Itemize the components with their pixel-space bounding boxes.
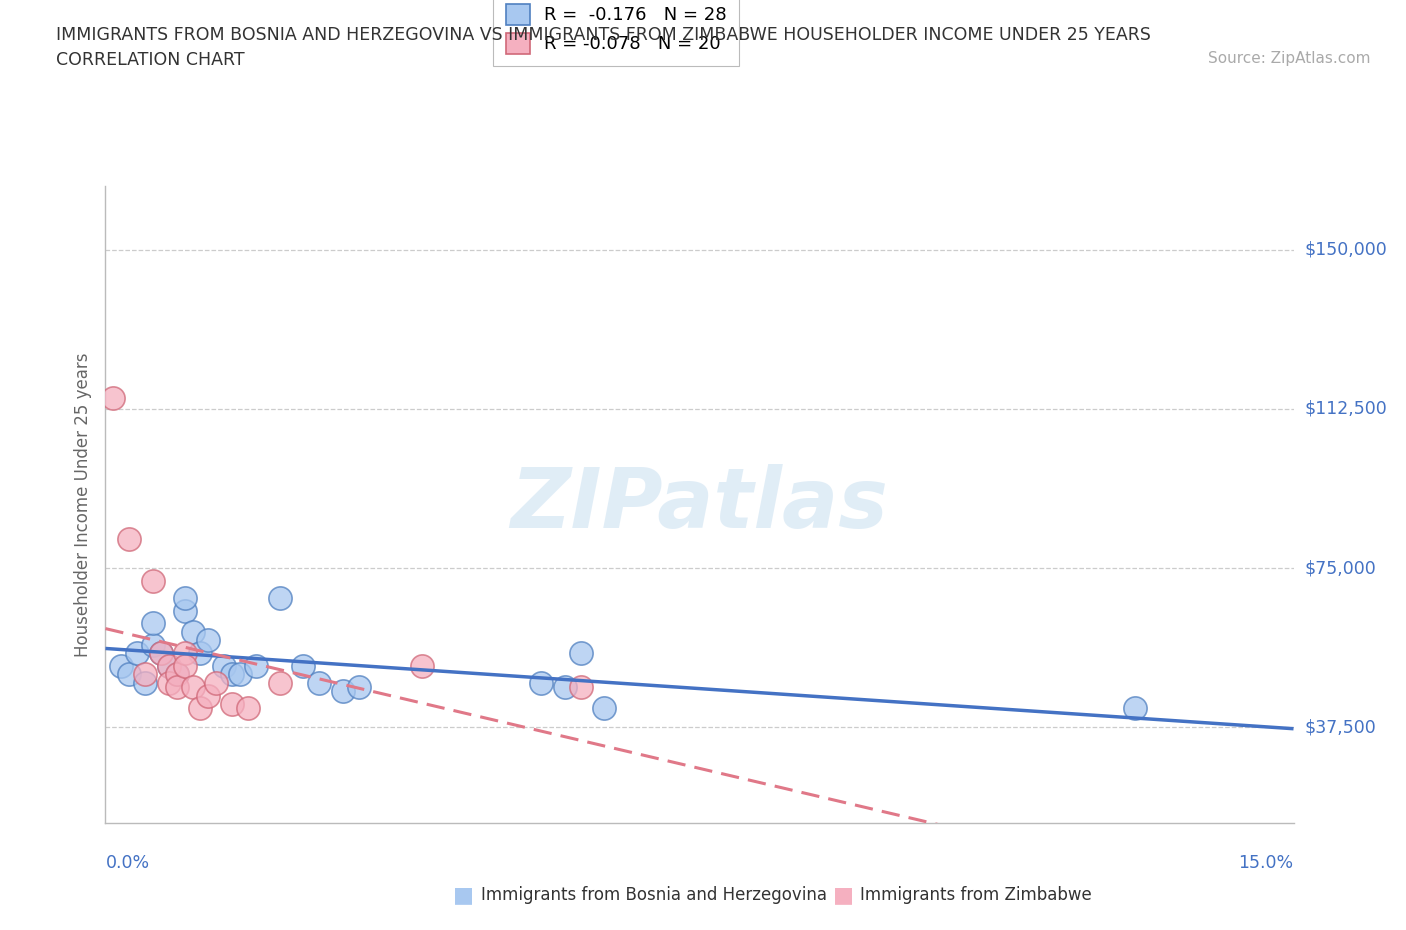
Point	[554, 680, 576, 695]
Text: $150,000: $150,000	[1305, 241, 1388, 259]
Text: 15.0%: 15.0%	[1239, 854, 1294, 871]
Point	[221, 667, 243, 682]
Text: $37,500: $37,500	[1305, 719, 1376, 737]
Text: IMMIGRANTS FROM BOSNIA AND HERZEGOVINA VS IMMIGRANTS FROM ZIMBABWE HOUSEHOLDER I: IMMIGRANTS FROM BOSNIA AND HERZEGOVINA V…	[56, 26, 1152, 44]
Point	[269, 675, 291, 690]
Point	[173, 604, 195, 618]
Point	[347, 680, 370, 695]
Point	[134, 667, 156, 682]
Text: ZIPatlas: ZIPatlas	[510, 464, 889, 545]
Point	[173, 591, 195, 605]
Text: Immigrants from Zimbabwe: Immigrants from Zimbabwe	[860, 885, 1092, 904]
Point	[173, 645, 195, 660]
Point	[110, 658, 132, 673]
Point	[118, 531, 141, 546]
Point	[197, 688, 219, 703]
Point	[236, 701, 259, 716]
Text: ■: ■	[834, 884, 853, 905]
Point	[292, 658, 315, 673]
Text: $112,500: $112,500	[1305, 400, 1388, 418]
Point	[197, 633, 219, 648]
Point	[157, 675, 180, 690]
Point	[190, 701, 212, 716]
Point	[221, 697, 243, 711]
Point	[593, 701, 616, 716]
Point	[127, 645, 149, 660]
Point	[157, 658, 180, 673]
Point	[245, 658, 267, 673]
Point	[332, 684, 354, 698]
Legend: R =  -0.176   N = 28, R = -0.078   N = 20: R = -0.176 N = 28, R = -0.078 N = 20	[494, 0, 740, 66]
Point	[149, 645, 172, 660]
Point	[166, 667, 188, 682]
Point	[103, 391, 125, 405]
Point	[181, 625, 204, 640]
Text: 0.0%: 0.0%	[105, 854, 149, 871]
Point	[181, 680, 204, 695]
Point	[134, 675, 156, 690]
Point	[142, 574, 165, 589]
Point	[166, 667, 188, 682]
Point	[229, 667, 252, 682]
Text: ■: ■	[454, 884, 474, 905]
Text: Source: ZipAtlas.com: Source: ZipAtlas.com	[1208, 51, 1371, 66]
Point	[149, 645, 172, 660]
Y-axis label: Householder Income Under 25 years: Householder Income Under 25 years	[73, 352, 91, 657]
Point	[118, 667, 141, 682]
Point	[190, 645, 212, 660]
Point	[569, 645, 592, 660]
Point	[214, 658, 236, 673]
Point	[166, 680, 188, 695]
Point	[411, 658, 433, 673]
Point	[173, 658, 195, 673]
Text: $75,000: $75,000	[1305, 559, 1376, 578]
Point	[569, 680, 592, 695]
Point	[142, 637, 165, 652]
Point	[1123, 701, 1146, 716]
Point	[157, 658, 180, 673]
Point	[308, 675, 330, 690]
Text: Immigrants from Bosnia and Herzegovina: Immigrants from Bosnia and Herzegovina	[481, 885, 827, 904]
Point	[142, 616, 165, 631]
Point	[205, 675, 228, 690]
Text: CORRELATION CHART: CORRELATION CHART	[56, 51, 245, 69]
Point	[530, 675, 553, 690]
Point	[269, 591, 291, 605]
